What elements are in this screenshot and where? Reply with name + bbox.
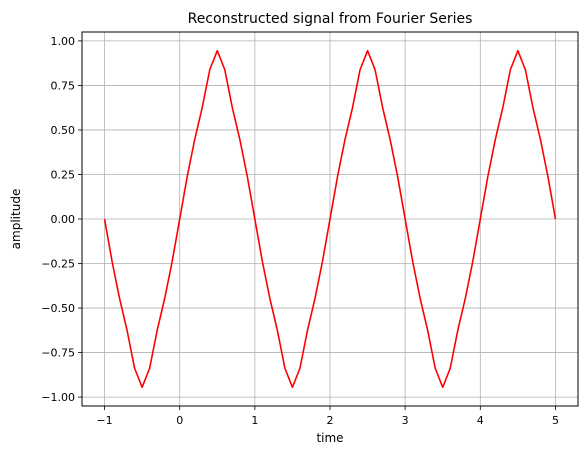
x-tick-label: 2 <box>327 414 334 427</box>
plot-area <box>103 49 557 389</box>
y-tick-label: 1.00 <box>51 35 76 48</box>
x-tick-label: 3 <box>402 414 409 427</box>
x-tick-label: 5 <box>552 414 559 427</box>
y-tick-label: 0.25 <box>51 168 76 181</box>
x-tick-label: 0 <box>176 414 183 427</box>
x-tick-label: 1 <box>251 414 258 427</box>
y-tick-label: 0.50 <box>51 124 76 137</box>
y-tick-label: −0.25 <box>41 258 75 271</box>
series-line <box>103 49 557 389</box>
y-tick-label: 0.75 <box>51 79 76 92</box>
y-tick-label: −1.00 <box>41 391 75 404</box>
y-tick-label: 0.00 <box>51 213 76 226</box>
y-tick-label: −0.75 <box>41 347 75 360</box>
y-axis-label: amplitude <box>9 189 23 250</box>
y-tick-label: −0.50 <box>41 302 75 315</box>
x-tick-label: −1 <box>96 414 112 427</box>
x-tick-label: 4 <box>477 414 484 427</box>
chart-title: Reconstructed signal from Fourier Series <box>188 11 473 27</box>
x-axis-label: time <box>316 431 343 445</box>
axis-ticks: −1 0 1 2 3 4 5 −1.00 −0.75 −0.50 −0.25 0.00 0.25 0.50… <box>41 35 559 427</box>
